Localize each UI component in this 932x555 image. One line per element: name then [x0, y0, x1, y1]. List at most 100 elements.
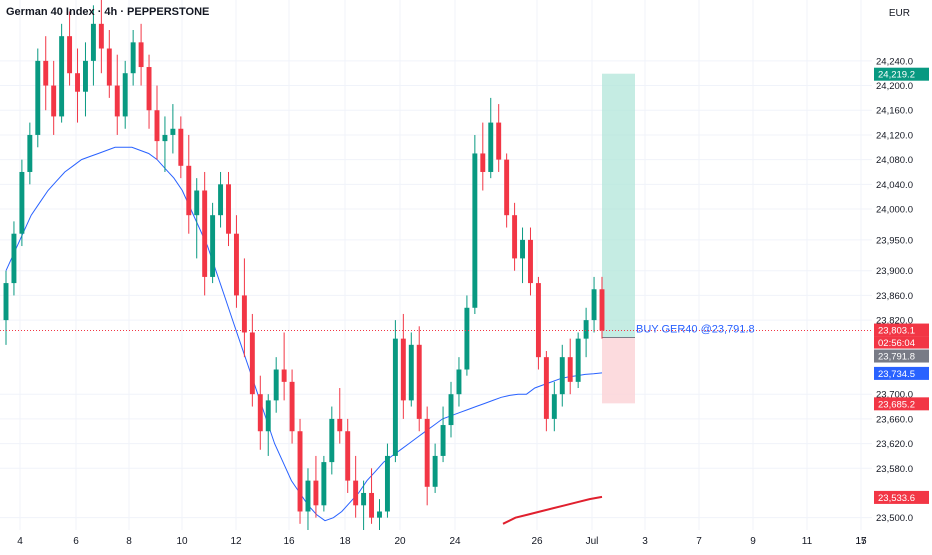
candle [305, 468, 311, 530]
candle-body [83, 60, 88, 92]
candle [273, 357, 279, 413]
candle-body [19, 171, 25, 234]
y-tick-label: 23,950.0 [876, 235, 913, 246]
y-tick-label: 24,120.0 [876, 130, 913, 141]
x-tick-label: Jul [586, 536, 599, 547]
candle [43, 36, 49, 111]
candle [321, 455, 327, 512]
x-tick-label: 16 [283, 536, 295, 547]
price-badge-bg [874, 349, 929, 363]
candle [345, 418, 351, 493]
y-tick-label: 23,580.0 [876, 464, 913, 475]
candle [3, 270, 9, 345]
candle [130, 30, 136, 86]
candle-body [218, 184, 224, 216]
candle [567, 338, 573, 395]
candle [448, 381, 454, 438]
countdown-badge-bg [874, 336, 929, 349]
candle-body [551, 394, 557, 419]
candle-body [345, 431, 351, 481]
candle-body [353, 480, 359, 506]
candle-body [281, 369, 287, 382]
candle-body [535, 283, 541, 358]
candle-body [575, 338, 581, 382]
candle [496, 104, 502, 172]
candle [559, 344, 565, 407]
candle [265, 394, 271, 456]
candle [512, 202, 518, 271]
candle [138, 23, 144, 86]
candle [106, 30, 112, 98]
candle [400, 313, 406, 419]
candle [456, 357, 462, 407]
candle-body [289, 381, 295, 432]
x-tick-label: 24 [449, 536, 461, 547]
candle [194, 178, 200, 259]
y-tick-label: 24,240.0 [876, 56, 913, 67]
candle-body [43, 60, 49, 86]
x-tick-label: 20 [394, 536, 406, 547]
candle-body [504, 159, 510, 216]
currency-label[interactable]: EUR [888, 8, 910, 19]
candle [520, 227, 525, 284]
candle [226, 171, 231, 247]
candle [98, 0, 104, 74]
price-badge: 24,219.2 [878, 70, 915, 81]
candle [19, 159, 25, 247]
candle [218, 171, 224, 228]
candle-body [567, 357, 573, 382]
candle [551, 381, 557, 432]
candle [297, 418, 303, 524]
candle-body [559, 357, 565, 395]
candle-body [400, 338, 406, 401]
candle-body [241, 295, 247, 333]
candle [464, 295, 470, 376]
candle [408, 332, 414, 407]
candle-body [416, 344, 422, 419]
x-tick-label: 7 [696, 536, 702, 547]
candle-body [186, 165, 192, 216]
price-badge: 23,533.6 [878, 493, 915, 504]
candle [146, 54, 152, 129]
candle-body [591, 289, 597, 321]
candle-body [361, 492, 367, 506]
candle-body [472, 153, 478, 308]
candle-body [146, 67, 152, 111]
candle-body [11, 233, 17, 284]
candle-body [233, 233, 239, 296]
countdown-badge: 02:56:04 [878, 338, 915, 349]
candle-body [90, 23, 96, 61]
candle-body [496, 122, 502, 160]
x-tick-label: 3 [642, 536, 648, 547]
x-tick-label: 26 [531, 536, 543, 547]
candle-body [408, 344, 414, 401]
candle [202, 171, 208, 296]
y-tick-label: 24,080.0 [876, 155, 913, 166]
candle [416, 326, 422, 432]
candle-body [178, 128, 184, 166]
candle [83, 42, 88, 117]
candle-body [440, 425, 446, 456]
candle [27, 122, 33, 185]
price-badge: 23,791.8 [878, 352, 915, 363]
price-badge-bg [874, 67, 929, 81]
candle-body [337, 418, 343, 432]
candle [440, 406, 446, 463]
candle-body [392, 338, 398, 456]
candle [67, 11, 73, 86]
candle-body [464, 307, 470, 370]
candle-body [432, 455, 438, 487]
candle [488, 97, 494, 179]
candle [353, 455, 359, 518]
candle [35, 48, 41, 148]
candle-body [59, 36, 65, 117]
symbol-title[interactable]: German 40 Index · 4h · PEPPERSTONE [6, 6, 210, 18]
candle [210, 202, 216, 284]
y-tick-label: 24,000.0 [876, 205, 913, 216]
candle-body [154, 110, 160, 142]
y-tick-label: 24,200.0 [876, 81, 913, 92]
candle-body [297, 431, 303, 512]
